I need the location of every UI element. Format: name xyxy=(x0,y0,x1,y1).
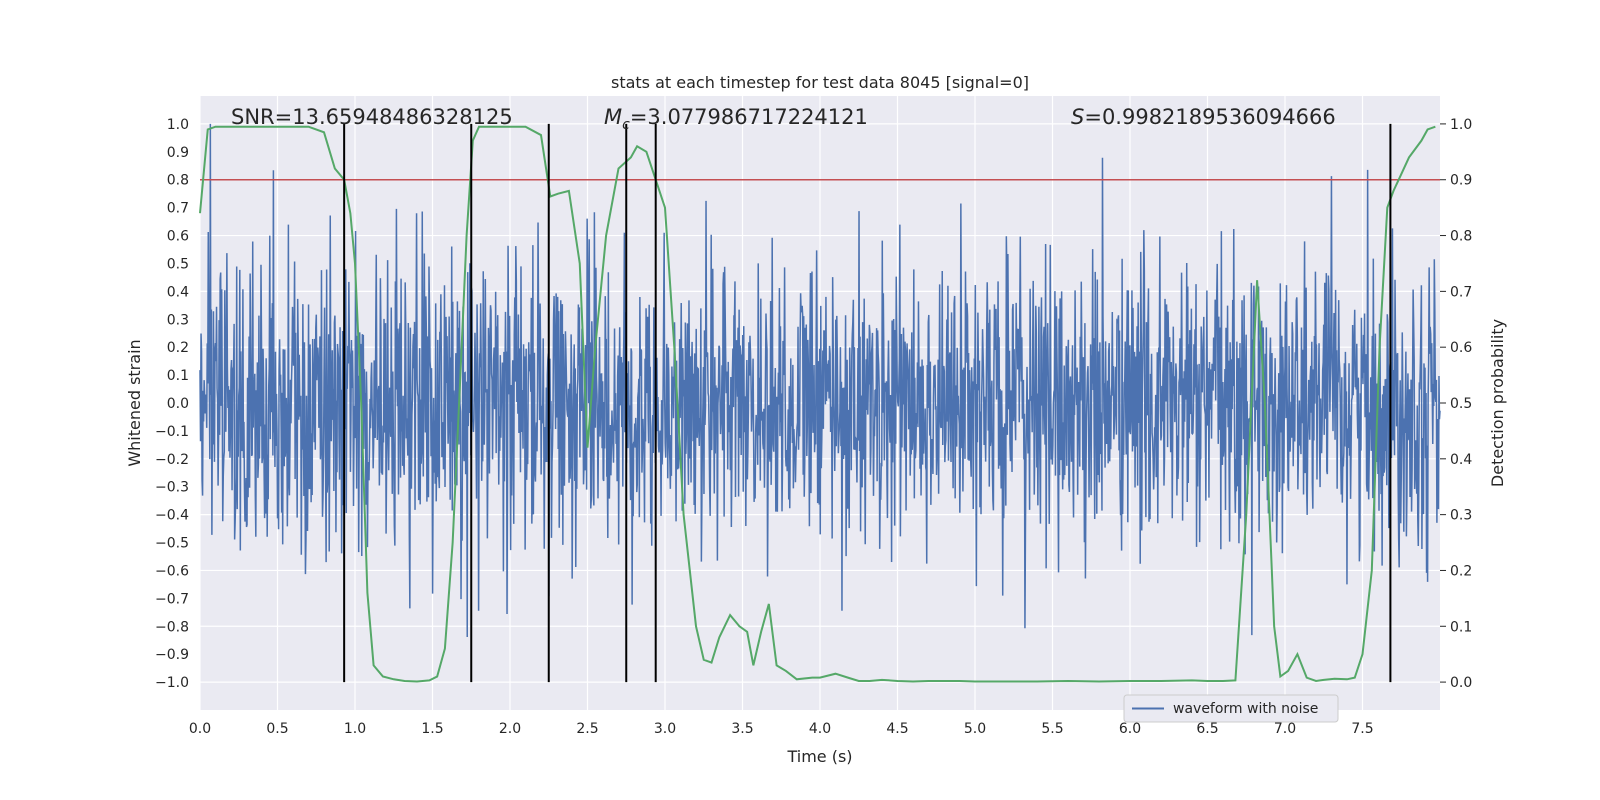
y2-tick-label: 0.9 xyxy=(1450,173,1472,189)
y-tick-label: 0.8 xyxy=(167,173,189,189)
x-tick-label: 4.0 xyxy=(809,721,831,737)
y-tick-label: 0.9 xyxy=(167,145,189,161)
y-tick-label: 1.0 xyxy=(167,117,189,133)
y2-tick-label: 0.8 xyxy=(1450,229,1472,245)
waveform-series xyxy=(199,123,1441,637)
y2-tick-label: 1.0 xyxy=(1450,117,1472,133)
chart-title: stats at each timestep for test data 804… xyxy=(611,73,1029,92)
s-annotation: S=0.9982189536094666 xyxy=(1071,105,1336,129)
x-tick-label: 6.5 xyxy=(1196,721,1218,737)
x-tick-label: 2.5 xyxy=(576,721,598,737)
x-tick-label: 7.5 xyxy=(1351,721,1373,737)
y2-axis-ticks: 1.0 0.9 0.8 0.7 0.6 0.5 0.4 0.3 0.2 0.1 0.0 xyxy=(1440,117,1472,691)
y2-tick-label: 0.5 xyxy=(1450,396,1472,412)
y-tick-label: −0.9 xyxy=(155,647,189,663)
y-tick-label: −0.6 xyxy=(155,563,189,579)
y2-tick-label: 0.6 xyxy=(1450,340,1472,356)
y-tick-label: −0.1 xyxy=(155,424,189,440)
y2-tick-label: 0.1 xyxy=(1450,619,1472,635)
y2-tick-label: 0.2 xyxy=(1450,563,1472,579)
x-tick-label: 3.0 xyxy=(654,721,676,737)
y-tick-label: −0.4 xyxy=(155,508,189,524)
y-tick-label: 0.7 xyxy=(167,201,189,217)
x-tick-label: 1.5 xyxy=(421,721,443,737)
y-tick-label: −0.8 xyxy=(155,619,189,635)
chirp-mass-annotation: Mc=3.077986717224121 xyxy=(604,105,868,133)
x-tick-label: 0.0 xyxy=(189,721,211,737)
vertical-markers xyxy=(343,123,1392,683)
y-tick-label: −0.2 xyxy=(155,452,189,468)
y-axis-ticks: 1.0 0.9 0.8 0.7 0.6 0.5 0.4 0.3 0.2 0.1 0.0 −0.1 −0.… xyxy=(155,117,189,691)
legend: waveform with noise xyxy=(1123,694,1339,723)
y-axis-label: Whitened strain xyxy=(125,339,144,466)
detection-probability-line xyxy=(199,125,1436,683)
y-tick-label: −1.0 xyxy=(155,675,189,691)
y-tick-label: 0.2 xyxy=(167,340,189,356)
x-tick-label: 5.5 xyxy=(1041,721,1063,737)
y2-tick-label: 0.7 xyxy=(1450,284,1472,300)
y2-tick-label: 0.3 xyxy=(1450,508,1472,524)
x-axis-ticks: 0.0 0.5 1.0 1.5 2.0 2.5 3.0 3.5 4.0 4.5 5.0 5.5 6.0 6… xyxy=(189,721,1374,737)
x-tick-label: 4.5 xyxy=(886,721,908,737)
y-tick-label: −0.3 xyxy=(155,480,189,496)
legend-box xyxy=(1123,694,1339,723)
x-tick-label: 3.5 xyxy=(731,721,753,737)
y2-tick-label: 0.4 xyxy=(1450,452,1472,468)
legend-label: waveform with noise xyxy=(1173,701,1318,717)
y-tick-label: −0.7 xyxy=(155,591,189,607)
x-tick-label: 7.0 xyxy=(1274,721,1296,737)
y-tick-label: 0.5 xyxy=(167,256,189,272)
x-tick-label: 0.5 xyxy=(266,721,288,737)
y-tick-label: −0.5 xyxy=(155,536,189,552)
y-tick-label: 0.0 xyxy=(167,396,189,412)
y-tick-label: 0.4 xyxy=(167,284,189,300)
y-tick-label: 0.6 xyxy=(167,229,189,245)
y-tick-label: 0.1 xyxy=(167,368,189,384)
y2-tick-label: 0.0 xyxy=(1450,675,1472,691)
snr-annotation: SNR=13.65948486328125 xyxy=(231,105,513,129)
x-axis-label: Time (s) xyxy=(786,747,852,766)
x-tick-label: 2.0 xyxy=(499,721,521,737)
y2-axis-label: Detection probability xyxy=(1488,319,1507,487)
waveform-path xyxy=(199,123,1441,637)
x-tick-label: 6.0 xyxy=(1119,721,1141,737)
x-tick-label: 5.0 xyxy=(964,721,986,737)
x-tick-label: 1.0 xyxy=(344,721,366,737)
y-tick-label: 0.3 xyxy=(167,312,189,328)
